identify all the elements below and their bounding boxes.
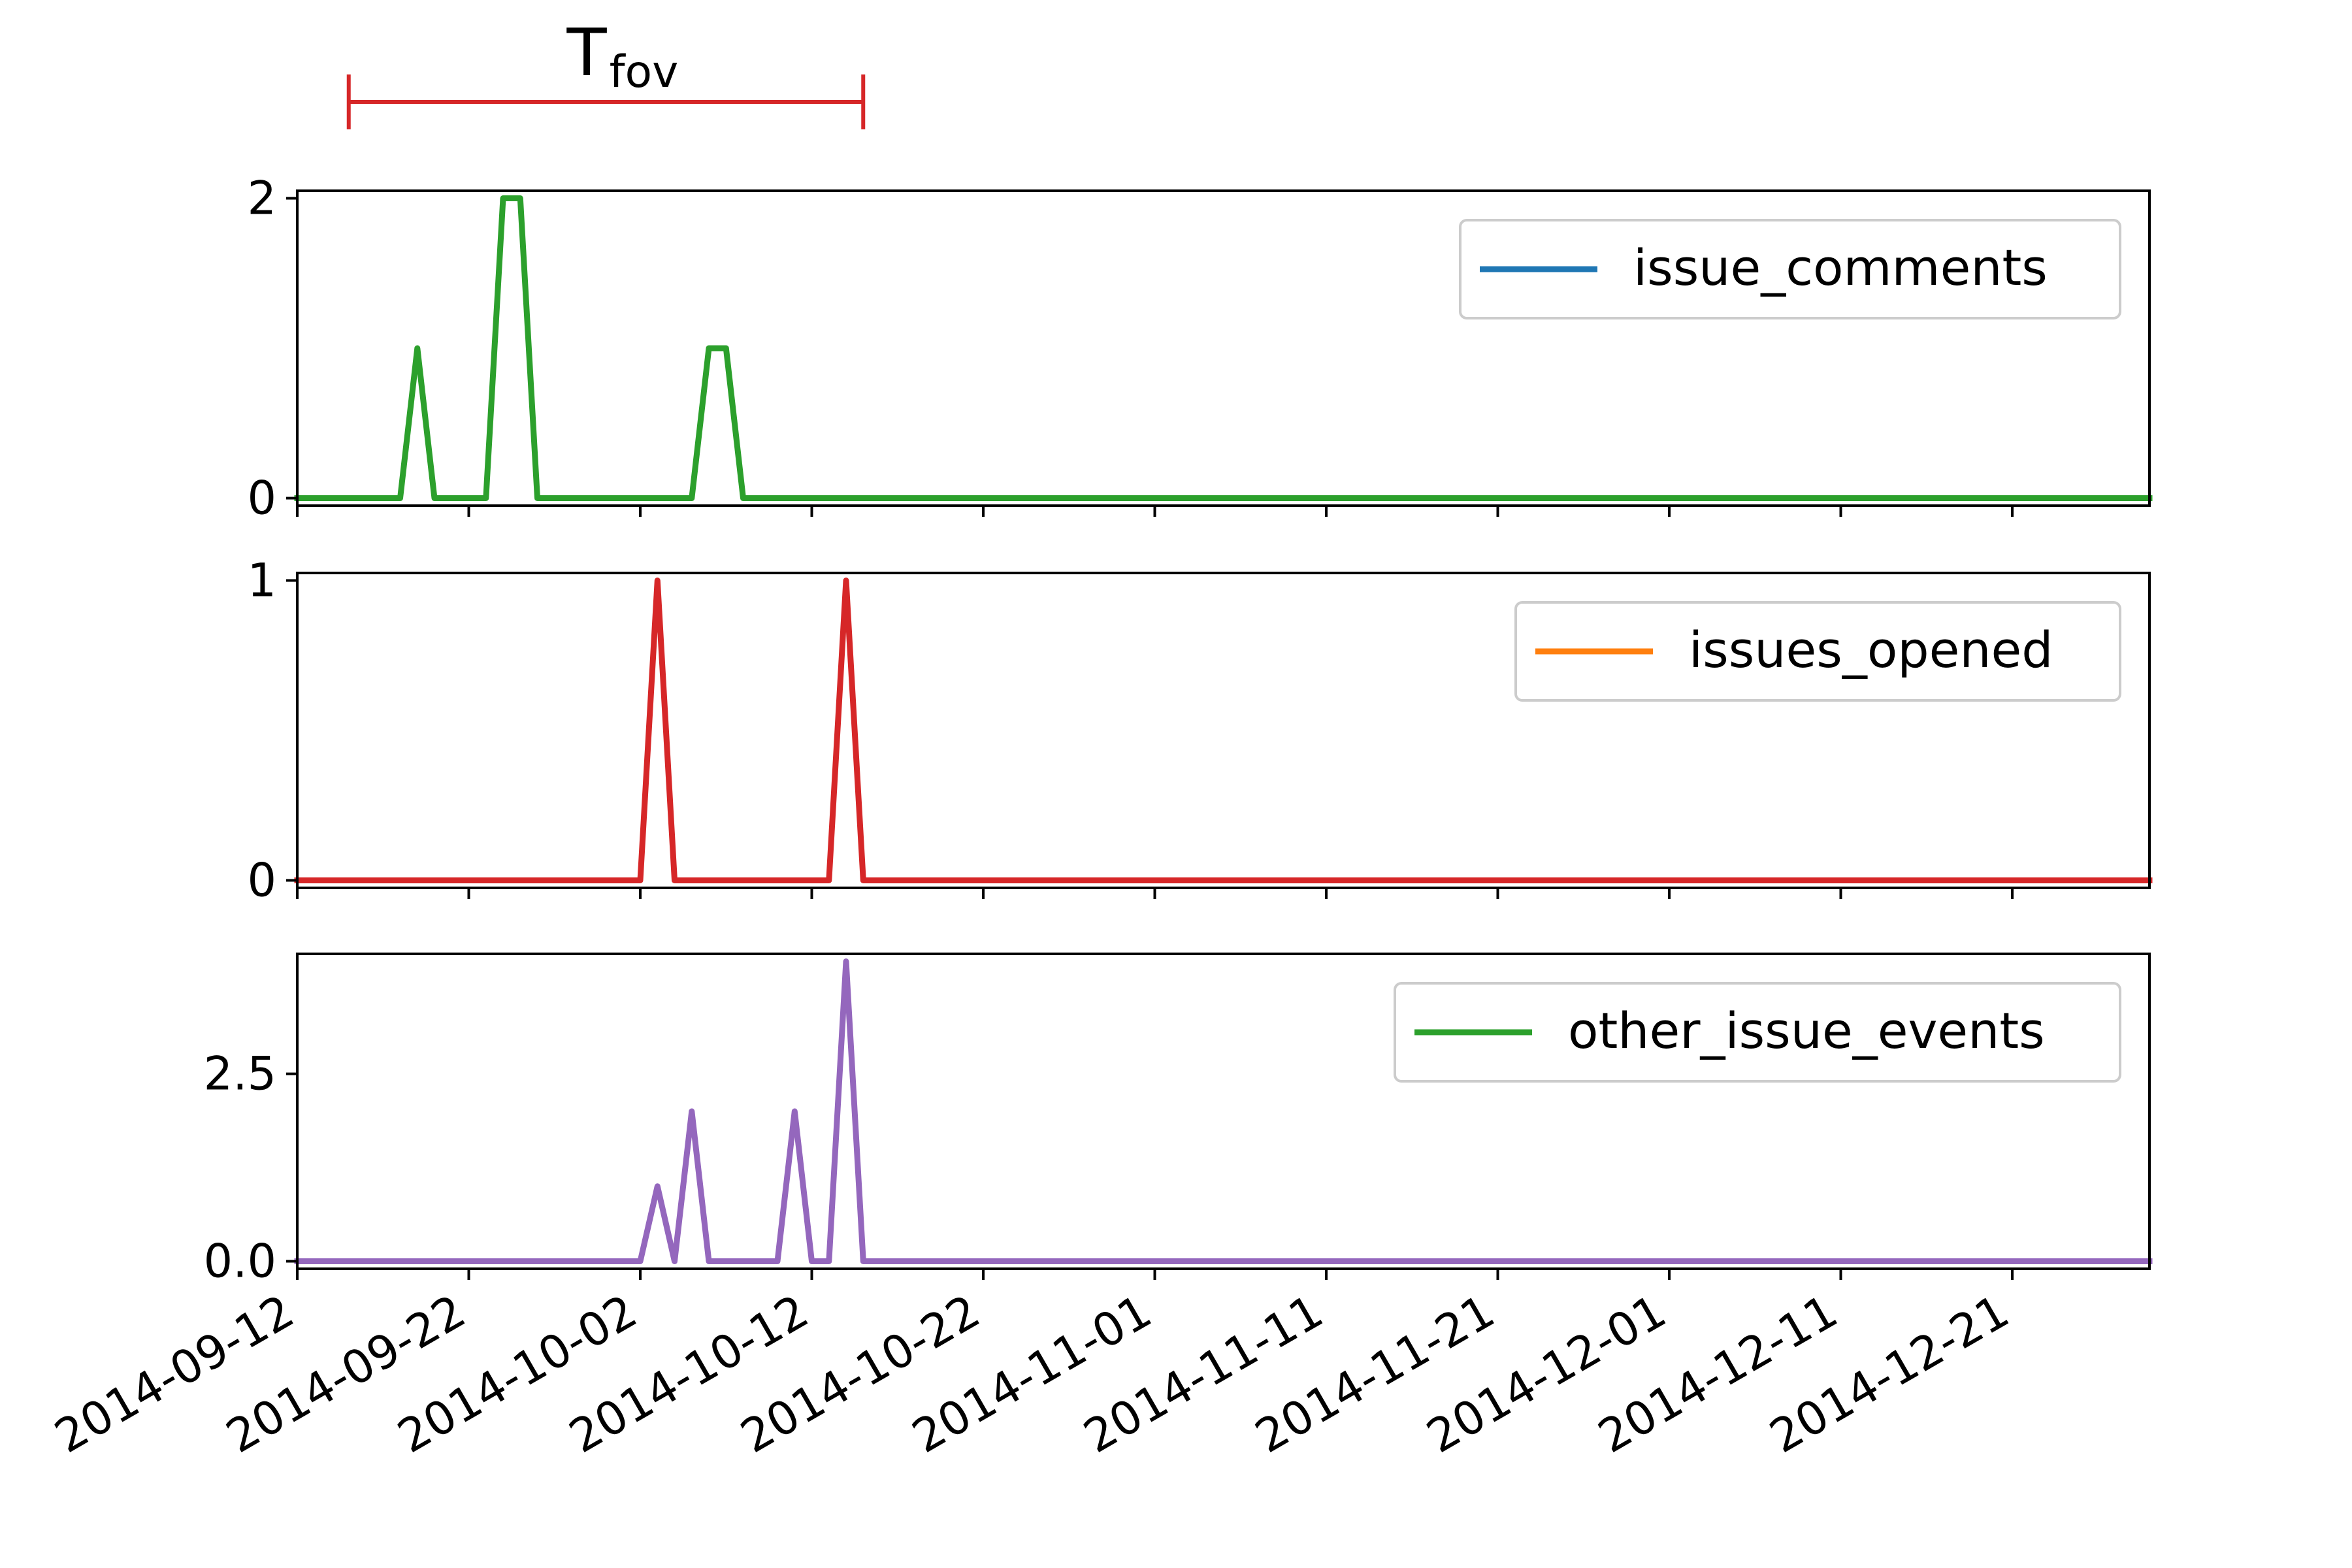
y-tick-label: 1 [247, 553, 276, 607]
axes-frame [296, 953, 2151, 1270]
legend-label: other_issue_events [1568, 1002, 2045, 1060]
legend-box [1514, 601, 2121, 702]
y-tick-label: 0 [247, 472, 276, 525]
series-line-2-1 [294, 578, 2153, 883]
panels: 0 2 issue_comments 0 1 issues_opened 0.0 2.5 oth… [204, 171, 2153, 1288]
legend: other_issue_events [1394, 982, 2121, 1083]
series-line-3-1 [294, 958, 2153, 1264]
legend-label: issues_opened [1689, 621, 2053, 679]
fov-label-sub: fov [610, 46, 679, 98]
fov-annotation: Tfov [346, 14, 866, 129]
panel-3: 0.0 2.5 other_issue_events [204, 953, 2153, 1288]
axes-frame [296, 189, 2151, 507]
legend: issue_comments [1459, 219, 2121, 319]
y-tick-label: 2.5 [204, 1047, 276, 1101]
y-tick-label: 2 [247, 171, 276, 225]
legend-box [1459, 219, 2121, 319]
legend: issues_opened [1514, 601, 2121, 702]
legend-label: issue_comments [1633, 238, 2048, 297]
panel-2: 0 1 issues_opened [247, 553, 2153, 907]
y-tick-label: 0 [247, 854, 276, 907]
panel-1: 0 2 issue_comments [247, 171, 2153, 525]
series-line-1-1 [294, 195, 2153, 501]
fov-label: Tfov [566, 14, 679, 98]
axes-frame [296, 572, 2151, 889]
legend-box [1394, 982, 2121, 1083]
y-tick-label: 0.0 [204, 1235, 276, 1288]
fov-label-main: T [566, 14, 608, 91]
